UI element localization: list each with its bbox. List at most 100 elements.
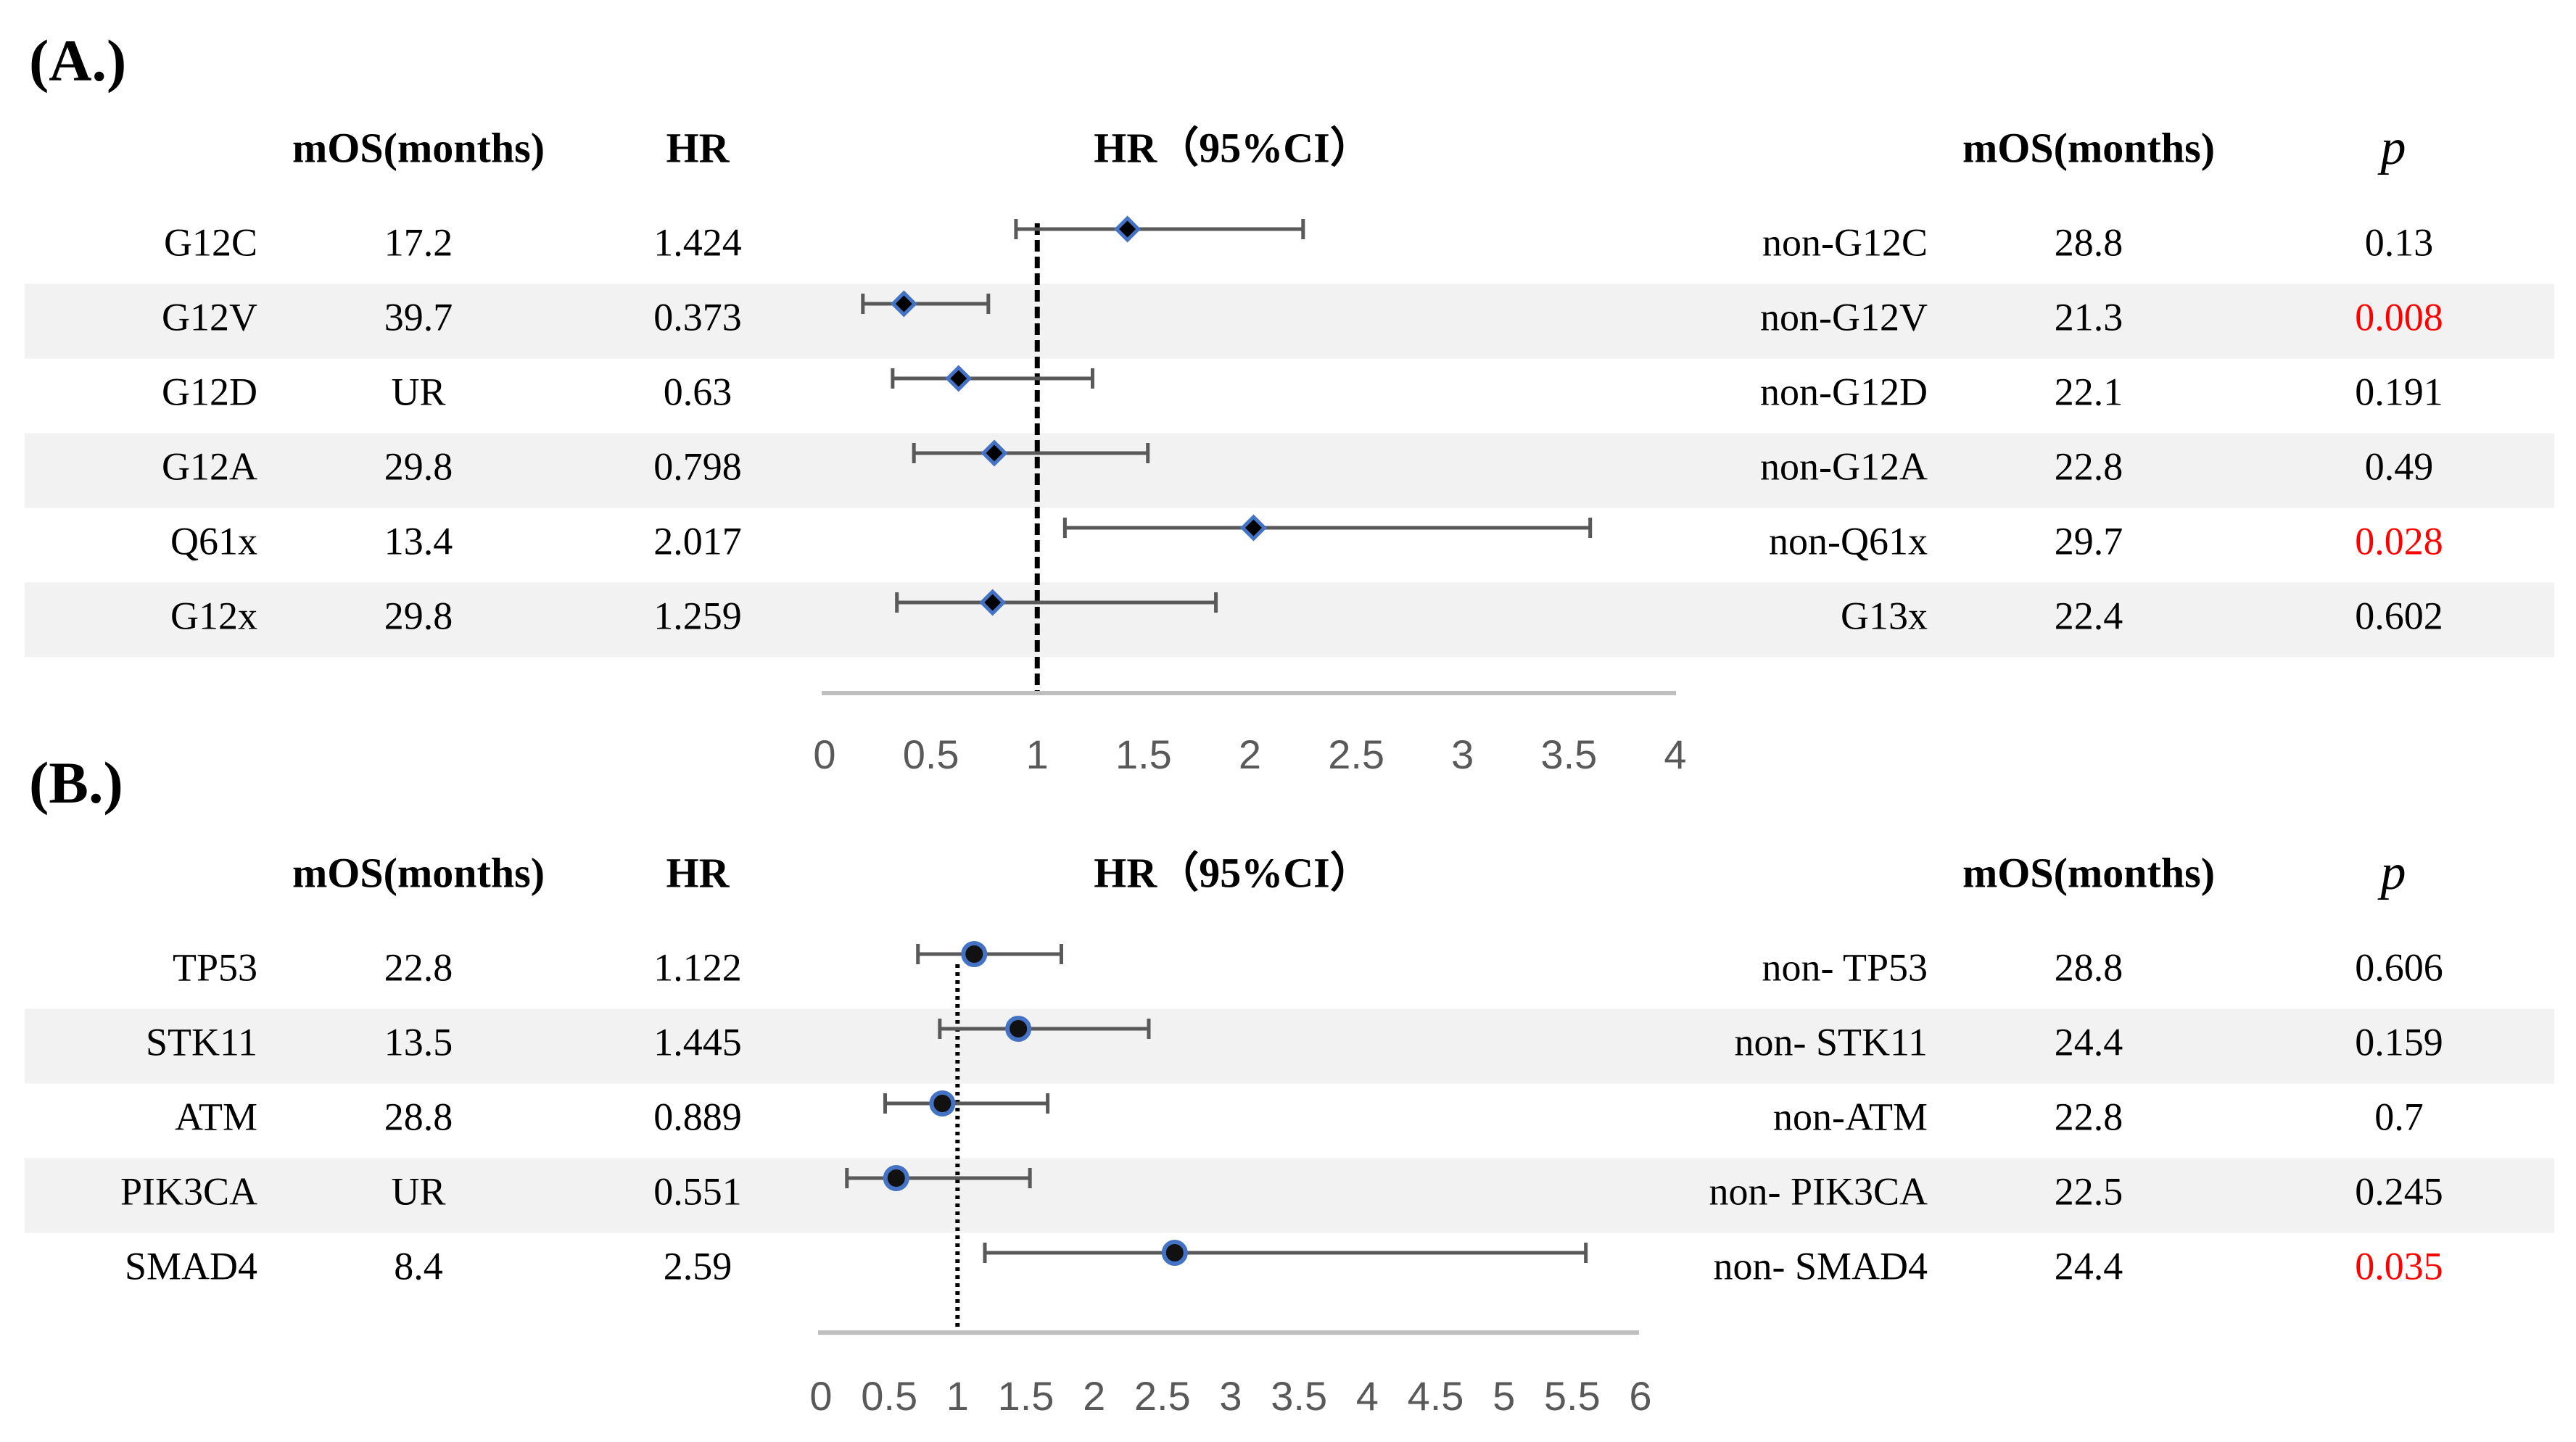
row-p-value: 0.191: [2355, 370, 2443, 413]
row-p-value: 0.008: [2355, 295, 2443, 339]
row-mos: 29.8: [384, 594, 453, 637]
row-stripe: [25, 1008, 2554, 1084]
x-tick-label: 5.5: [1544, 1373, 1601, 1419]
panel-label: (B.): [29, 750, 123, 816]
row-comparator: non- PIK3CA: [1709, 1169, 1928, 1213]
row-stripe: [25, 433, 2554, 508]
row-stripe: [25, 582, 2554, 658]
row-hr: 0.798: [653, 444, 742, 488]
row-label: G12A: [162, 444, 257, 488]
x-tick-label: 1.5: [998, 1373, 1054, 1419]
row-mos-comparator: 28.8: [2055, 220, 2123, 264]
row-p-value: 0.245: [2355, 1169, 2443, 1213]
row-hr: 2.59: [664, 1244, 732, 1288]
row-mos-comparator: 22.8: [2055, 1095, 2123, 1138]
hr-point-marker: [1161, 1240, 1188, 1266]
x-tick-label: 3.5: [1540, 732, 1597, 777]
header-hr-ci: HR（95%CI）: [1094, 124, 1371, 171]
row-mos: 13.5: [384, 1020, 453, 1064]
row-hr: 1.445: [653, 1020, 742, 1064]
row-comparator: non-G12C: [1762, 220, 1928, 264]
hr-point-marker: [1005, 1016, 1032, 1042]
x-tick-label: 5: [1493, 1373, 1515, 1419]
row-mos-comparator: 28.8: [2055, 945, 2123, 989]
x-tick-label: 6: [1629, 1373, 1651, 1419]
hr-point-marker: [883, 1165, 909, 1191]
x-tick-label: 0.5: [903, 732, 959, 777]
header-mos-left: mOS(months): [292, 124, 545, 171]
row-comparator: non- SMAD4: [1713, 1244, 1928, 1288]
x-tick-label: 2: [1239, 732, 1261, 777]
hr-point-marker: [1114, 215, 1142, 243]
panel-label: (A.): [29, 28, 126, 94]
row-label: TP53: [173, 945, 257, 989]
row-hr: 1.424: [653, 220, 742, 264]
row-mos: 8.4: [394, 1244, 443, 1288]
x-tick-label: 3.5: [1271, 1373, 1327, 1419]
x-tick-label: 3: [1219, 1373, 1242, 1419]
row-label: G12D: [162, 370, 257, 413]
row-p-value: 0.13: [2365, 220, 2434, 264]
row-comparator: non- STK11: [1735, 1020, 1928, 1064]
row-hr: 1.122: [653, 945, 742, 989]
x-tick-label: 1: [1026, 732, 1049, 777]
x-tick-label: 0.5: [861, 1373, 917, 1419]
x-tick-label: 0: [809, 1373, 832, 1419]
row-hr: 1.259: [653, 594, 742, 637]
row-label: G12C: [164, 220, 257, 264]
header-p: p: [2377, 120, 2406, 175]
panel-b: (B.) mOS(months) HR HR（95%CI） mOS(months) p TP…: [25, 750, 2554, 1419]
header-hr: HR: [666, 124, 730, 171]
row-mos-comparator: 24.4: [2055, 1020, 2123, 1064]
row-mos-comparator: 21.3: [2055, 295, 2123, 339]
hr-point-marker: [1239, 514, 1268, 542]
x-tick-label: 3: [1451, 732, 1474, 777]
row-label: Q61x: [170, 519, 257, 563]
x-tick-label: 2.5: [1134, 1373, 1191, 1419]
x-tick-label: 4: [1356, 1373, 1379, 1419]
header-hr-ci: HR（95%CI）: [1094, 849, 1371, 896]
panel-a: (A.) mOS(months) HR HR（95%CI） mOS(months) p G1…: [25, 28, 2554, 777]
row-mos-comparator: 22.1: [2055, 370, 2123, 413]
x-tick-label: 4.5: [1408, 1373, 1464, 1419]
row-mos: UR: [391, 1169, 445, 1213]
row-label: ATM: [175, 1095, 257, 1138]
row-comparator: non- TP53: [1762, 945, 1928, 989]
row-p-value: 0.606: [2355, 945, 2443, 989]
row-hr: 0.551: [653, 1169, 742, 1213]
header-p: p: [2377, 845, 2406, 900]
row-comparator: non-ATM: [1773, 1095, 1928, 1138]
row-mos: 22.8: [384, 945, 453, 989]
row-p-value: 0.602: [2355, 594, 2443, 637]
hr-point-marker: [981, 439, 1008, 467]
row-label: STK11: [146, 1020, 257, 1064]
row-mos-comparator: 24.4: [2055, 1244, 2123, 1288]
row-p-value: 0.028: [2355, 519, 2443, 563]
x-tick-label: 1.5: [1115, 732, 1172, 777]
hr-point-marker: [929, 1090, 956, 1116]
row-comparator: non-G12D: [1760, 370, 1928, 413]
row-label: G12V: [162, 295, 257, 339]
row-p-value: 0.7: [2374, 1095, 2424, 1138]
header-mos-left: mOS(months): [292, 849, 545, 896]
row-mos: UR: [391, 370, 445, 413]
hr-point-marker: [890, 290, 917, 318]
x-tick-label: 2.5: [1328, 732, 1384, 777]
row-mos-comparator: 29.7: [2055, 519, 2123, 563]
row-comparator: non-Q61x: [1769, 519, 1928, 563]
row-stripe: [25, 283, 2554, 359]
row-comparator: G13x: [1841, 594, 1928, 637]
x-tick-label: 0: [813, 732, 835, 777]
row-mos: 29.8: [384, 444, 453, 488]
row-stripe: [25, 1158, 2554, 1233]
row-comparator: non-G12A: [1760, 444, 1928, 488]
row-mos: 13.4: [384, 519, 453, 563]
row-label: SMAD4: [125, 1244, 257, 1288]
x-tick-label: 2: [1083, 1373, 1105, 1419]
row-hr: 0.373: [653, 295, 742, 339]
row-hr: 2.017: [653, 519, 742, 563]
hr-point-marker: [945, 365, 973, 392]
row-hr: 0.63: [664, 370, 732, 413]
row-label: PIK3CA: [120, 1169, 257, 1213]
row-mos-comparator: 22.5: [2055, 1169, 2123, 1213]
